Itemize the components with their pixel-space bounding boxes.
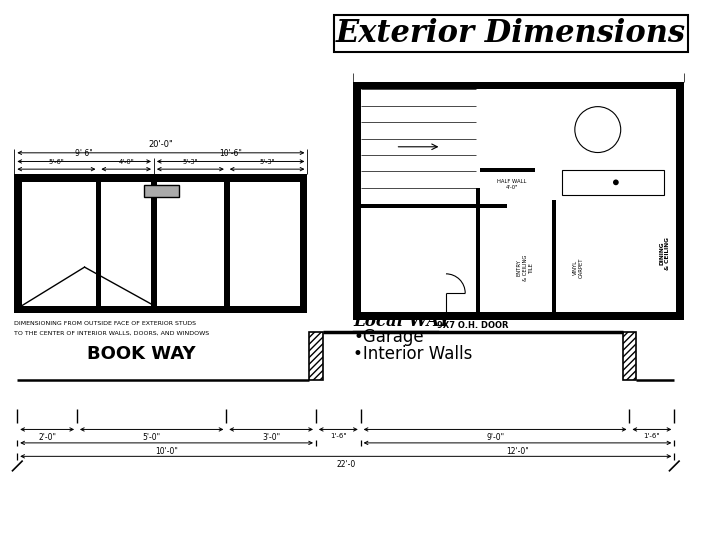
Bar <box>14 174 22 313</box>
Text: 5'-0": 5'-0" <box>143 433 161 442</box>
Text: 5'-6": 5'-6" <box>48 159 64 165</box>
Text: 12'-0": 12'-0" <box>506 447 529 456</box>
Bar <box>354 312 684 320</box>
Text: 5'-3": 5'-3" <box>183 159 198 165</box>
Bar <box>309 333 323 381</box>
Bar <box>224 181 230 306</box>
Text: 5'-3": 5'-3" <box>259 159 275 165</box>
Text: 22'-0: 22'-0 <box>336 460 356 469</box>
Text: BOOK WAY: BOOK WAY <box>87 345 196 362</box>
Text: 1'-6": 1'-6" <box>330 433 346 439</box>
Text: 9' 6": 9' 6" <box>76 148 93 158</box>
Bar <box>151 181 157 306</box>
Text: 9X7 O.H. DOOR: 9X7 O.H. DOOR <box>437 321 508 329</box>
Bar <box>676 82 684 320</box>
Bar <box>354 82 684 90</box>
Bar <box>14 306 307 313</box>
Text: 4'-0": 4'-0" <box>118 159 134 165</box>
Bar <box>476 188 480 312</box>
Text: DIMENSIONING FROM OUTSIDE FACE OF EXTERIOR STUDS: DIMENSIONING FROM OUTSIDE FACE OF EXTERI… <box>14 321 197 326</box>
Text: 20'-0": 20'-0" <box>148 140 174 149</box>
Text: 1'-6": 1'-6" <box>644 433 660 439</box>
Text: ENTRY
& CEILING
TILE: ENTRY & CEILING TILE <box>517 254 534 281</box>
Bar <box>96 181 102 306</box>
Bar <box>14 174 307 181</box>
Text: Exterior Dimensions: Exterior Dimensions <box>336 18 686 49</box>
Text: HALF WALL
4'-0": HALF WALL 4'-0" <box>498 179 527 190</box>
Text: 10'-0": 10'-0" <box>156 447 178 456</box>
Text: 10'-6": 10'-6" <box>219 148 242 158</box>
Bar <box>562 170 664 195</box>
Bar <box>300 174 307 313</box>
Bar <box>480 168 535 172</box>
Bar <box>623 333 636 381</box>
Bar <box>334 16 688 52</box>
Text: 2'-0": 2'-0" <box>38 433 56 442</box>
Bar <box>144 185 179 197</box>
Circle shape <box>613 179 618 185</box>
Bar <box>552 200 556 312</box>
Text: Local WAY: Local WAY <box>354 313 451 329</box>
Text: TO THE CENTER OF INTERIOR WALLS, DOORS, AND WINDOWS: TO THE CENTER OF INTERIOR WALLS, DOORS, … <box>14 330 210 335</box>
Bar <box>354 82 361 320</box>
Text: DINING
& CEILING: DINING & CEILING <box>660 237 670 269</box>
Text: VINYL
CARPET: VINYL CARPET <box>572 257 583 278</box>
Text: •Garage: •Garage <box>354 328 424 346</box>
Text: 9'-0": 9'-0" <box>486 433 504 442</box>
Text: •Interior Walls: •Interior Walls <box>354 345 473 363</box>
Text: 3'-0": 3'-0" <box>262 433 280 442</box>
Bar <box>361 204 507 208</box>
